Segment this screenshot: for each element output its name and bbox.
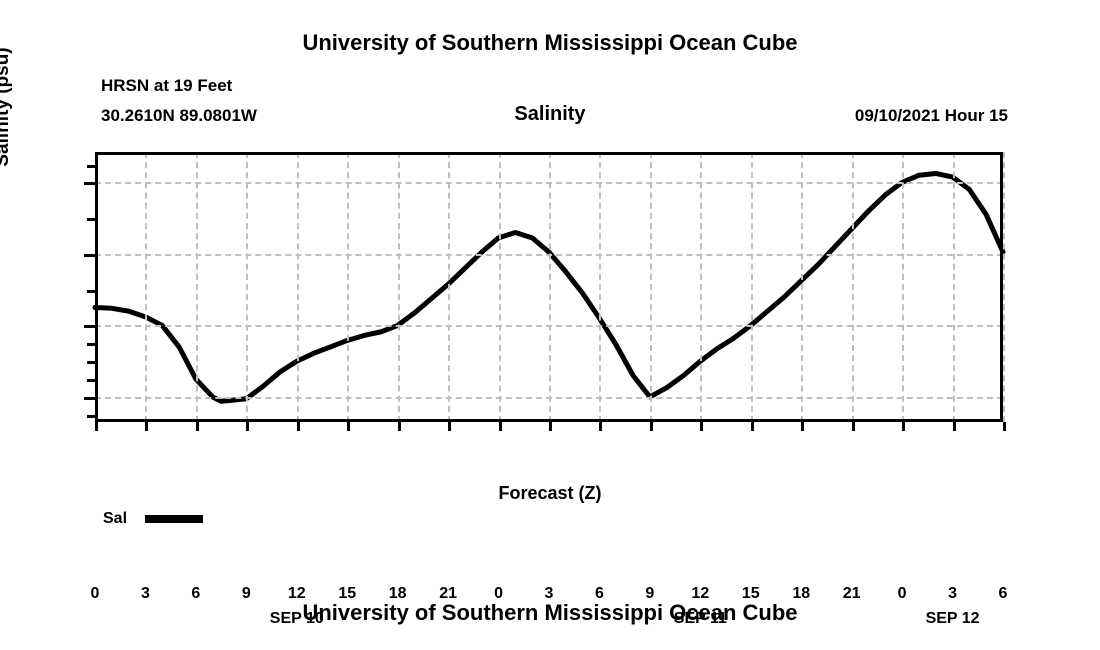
gridline-vertical — [649, 152, 652, 422]
gridline-vertical — [347, 152, 350, 422]
x-axis-tick — [448, 422, 452, 431]
gridline-vertical — [296, 152, 299, 422]
gridline-vertical — [1003, 152, 1005, 422]
station-coordinates-label: 30.2610N 89.0801W — [101, 106, 257, 125]
x-axis-tick — [801, 422, 805, 431]
x-axis-day-label: SEP 10 — [269, 610, 324, 627]
gridline-vertical — [397, 152, 400, 422]
y-axis-tick-minor — [87, 218, 95, 222]
x-axis-tick-label: 18 — [792, 585, 811, 602]
legend-item-label: Sal — [103, 510, 128, 527]
x-axis-tick-label: 9 — [241, 585, 251, 602]
gridline-vertical — [902, 152, 905, 422]
x-axis-tick — [95, 422, 98, 431]
gridline-vertical — [195, 152, 198, 422]
x-axis-tick — [549, 422, 552, 431]
x-axis-tick-label: 3 — [140, 585, 150, 602]
x-axis-tick-label: 6 — [594, 585, 604, 602]
gridline-vertical — [599, 152, 602, 422]
x-axis-tick-label: 9 — [645, 585, 655, 602]
x-axis-tick-label: 15 — [338, 585, 357, 602]
x-axis-tick — [296, 422, 300, 431]
y-axis-tick-major — [84, 325, 95, 329]
x-axis-title: Forecast (Z) — [498, 483, 602, 503]
x-axis-tick — [347, 422, 351, 431]
station-depth-label: HRSN at 19 Feet — [101, 76, 233, 95]
x-axis-tick — [145, 422, 149, 431]
x-axis-tick-label: 0 — [494, 585, 503, 602]
gridline-vertical — [448, 152, 451, 422]
x-axis-tick — [498, 422, 502, 431]
page-title: University of Southern Mississippi Ocean… — [302, 30, 798, 55]
chart-legend: Sal — [103, 510, 204, 528]
y-axis-tick-major — [84, 182, 95, 186]
gridline-vertical — [549, 152, 551, 422]
y-axis-tick-minor — [87, 379, 95, 383]
x-axis-tick-label: 3 — [544, 585, 554, 602]
x-axis-tick-label: 21 — [842, 585, 861, 602]
y-axis-tick-minor — [87, 164, 95, 168]
y-axis-tick-minor — [87, 343, 95, 347]
x-axis-day-label: SEP 12 — [925, 610, 980, 627]
x-axis-tick-label: 12 — [691, 585, 710, 602]
x-axis-tick — [397, 422, 401, 431]
x-axis-tick-label: 0 — [90, 585, 100, 602]
x-axis-tick-label: 6 — [191, 585, 201, 602]
x-axis-tick — [902, 422, 906, 431]
x-axis-tick — [246, 422, 250, 431]
legend-line-swatch — [145, 515, 204, 523]
chart-subtitle: Salinity — [514, 103, 586, 125]
x-axis-tick-label: 12 — [287, 585, 306, 602]
x-axis-tick — [195, 422, 199, 431]
gridline-vertical — [145, 152, 148, 422]
x-axis-tick-label: 0 — [897, 585, 907, 602]
y-axis-tick-minor — [87, 289, 95, 293]
chart-frame — [95, 152, 1003, 422]
chart-plot-area: 16.0018.0020.0022.00 0369121518210369121… — [84, 152, 1007, 627]
x-axis-tick-label: 21 — [439, 585, 457, 602]
x-axis-tick — [599, 422, 603, 431]
x-axis-tick — [851, 422, 855, 431]
y-axis-tick-major — [84, 253, 95, 257]
gridline-vertical — [952, 152, 955, 422]
x-axis-tick — [649, 422, 653, 431]
x-axis-tick-label: 3 — [948, 585, 957, 602]
forecast-timestamp-label: 09/10/2021 Hour 15 — [854, 106, 1008, 125]
salinity-series-line — [92, 170, 1006, 404]
gridline-vertical — [246, 152, 249, 422]
y-axis-tick-major — [84, 396, 95, 400]
x-axis-tick-label: 18 — [388, 585, 407, 602]
x-axis-tick-label: 15 — [741, 585, 760, 602]
y-axis-title: Salinity (psu) — [0, 47, 13, 167]
gridline-vertical — [851, 152, 854, 422]
x-axis-tick — [700, 422, 704, 431]
x-axis-tick — [750, 422, 754, 431]
x-axis-tick-label: 6 — [998, 585, 1008, 602]
x-axis-tick — [1003, 422, 1006, 431]
y-axis-tick-minor — [87, 414, 95, 418]
gridline-vertical — [750, 152, 753, 422]
y-axis-tick-minor — [87, 361, 95, 365]
x-axis-tick — [952, 422, 956, 431]
gridline-vertical — [700, 152, 703, 422]
page-footer: University of Southern Mississippi Ocean… — [302, 600, 798, 625]
x-axis-day-label: SEP 11 — [673, 610, 727, 627]
gridline-vertical — [801, 152, 804, 422]
gridline-vertical — [498, 152, 501, 422]
